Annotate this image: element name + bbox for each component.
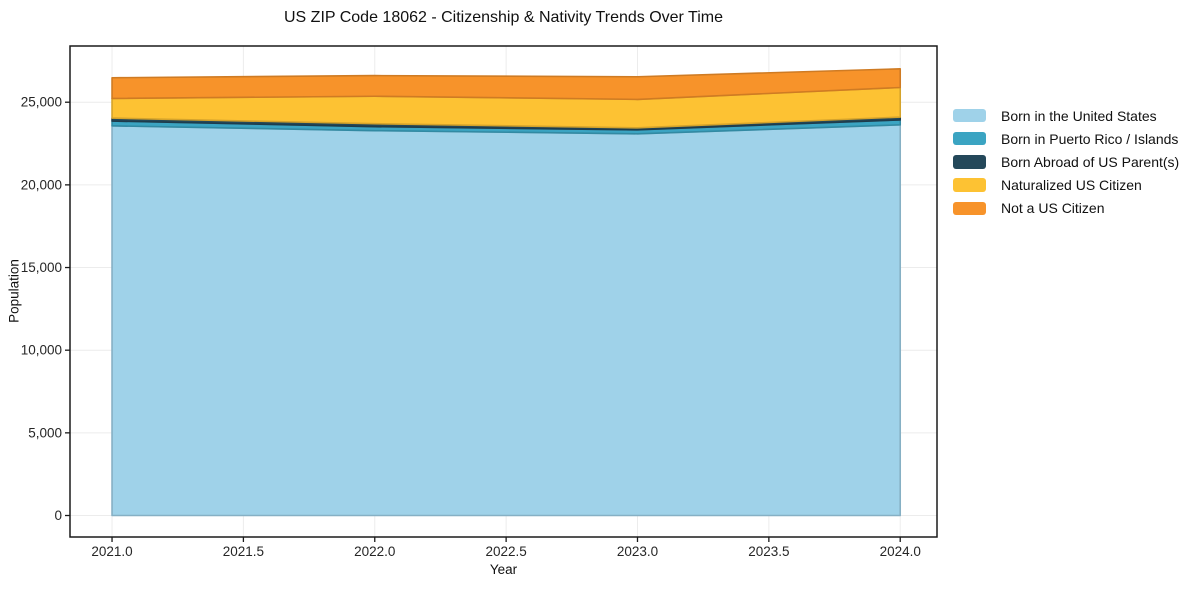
x-tick-label: 2024.0 xyxy=(880,544,921,559)
x-tick-label: 2022.0 xyxy=(354,544,395,559)
plot-border xyxy=(69,45,938,538)
legend-item: Naturalized US Citizen xyxy=(953,174,1179,197)
y-tick-label: 10,000 xyxy=(21,343,62,358)
legend-item: Not a US Citizen xyxy=(953,197,1179,220)
legend-swatch xyxy=(953,155,986,169)
x-axis-label: Year xyxy=(489,562,518,577)
legend-swatch xyxy=(953,201,986,216)
legend-label: Naturalized US Citizen xyxy=(1001,177,1142,194)
y-tick-label: 20,000 xyxy=(21,177,62,192)
legend-swatch xyxy=(953,132,986,146)
legend-item: Born Abroad of US Parent(s) xyxy=(953,150,1179,173)
x-tick-label: 2023.0 xyxy=(617,544,658,559)
area-series xyxy=(111,68,902,101)
chart-title: US ZIP Code 18062 - Citizenship & Nativi… xyxy=(284,9,723,26)
y-tick-label: 15,000 xyxy=(21,260,62,275)
legend: Born in the United States Born in Puerto … xyxy=(953,104,1179,220)
legend-swatch xyxy=(953,178,986,192)
legend-item: Born in Puerto Rico / Islands xyxy=(953,127,1179,150)
legend-label: Born Abroad of US Parent(s) xyxy=(1001,153,1180,170)
legend-label: Born in the United States xyxy=(1001,107,1157,124)
x-tick-label: 2021.5 xyxy=(223,544,264,559)
y-tick-label: 5,000 xyxy=(28,425,62,440)
y-tick-label: 25,000 xyxy=(21,95,62,110)
x-tick-label: 2021.0 xyxy=(91,544,132,559)
x-tick-label: 2023.5 xyxy=(748,544,789,559)
legend-swatch xyxy=(953,108,986,123)
y-tick-label: 0 xyxy=(54,508,62,523)
x-tick-label: 2022.5 xyxy=(485,544,526,559)
legend-label: Not a US Citizen xyxy=(1001,200,1105,217)
area-series xyxy=(111,124,902,517)
legend-item: Born in the United States xyxy=(953,104,1179,127)
y-axis-label: Population xyxy=(6,259,22,323)
legend-label: Born in Puerto Rico / Islands xyxy=(1001,130,1179,147)
